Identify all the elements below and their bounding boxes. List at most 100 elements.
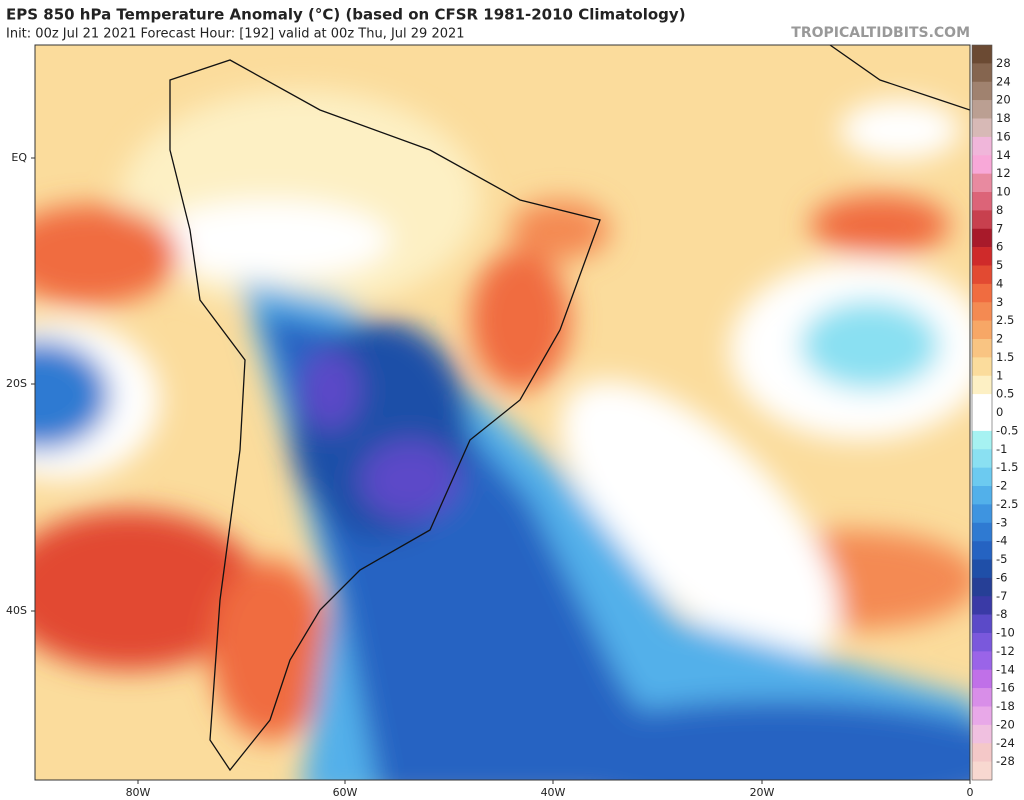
colorbar-swatch — [972, 228, 992, 248]
colorbar-label: 10 — [996, 185, 1011, 199]
axes: 80W 60W 40W 20W 0 EQ 20S 40S — [6, 151, 973, 799]
colorbar-label: 5 — [996, 258, 1003, 272]
colorbar-label: 16 — [996, 129, 1011, 143]
map-frame — [34, 44, 971, 781]
title: EPS 850 hPa Temperature Anomaly (°C) (ba… — [6, 6, 686, 24]
colorbar-swatch — [972, 320, 992, 340]
colorbar-swatch — [972, 486, 992, 505]
colorbar-swatch — [972, 100, 992, 119]
colorbar-swatch — [972, 155, 992, 174]
colorbar-swatch — [972, 577, 992, 597]
colorbar-label: 6 — [996, 240, 1003, 254]
colorbar-swatch — [972, 302, 992, 321]
colorbar-label: 3 — [996, 295, 1003, 309]
colorbar-swatch — [972, 596, 992, 615]
colorbar-label: -8 — [996, 607, 1007, 621]
colorbar-swatch — [972, 430, 992, 450]
colorbar-label: 0.5 — [996, 387, 1014, 401]
lon-label: 60W — [333, 786, 358, 799]
blob — [530, 700, 970, 780]
blob — [35, 340, 110, 450]
blob — [470, 250, 570, 390]
colorbar-swatch — [972, 467, 992, 487]
colorbar-label: -4 — [996, 534, 1007, 548]
colorbar-swatch — [972, 743, 992, 762]
colorbar-swatch — [972, 192, 992, 211]
subtitle: Init: 00z Jul 21 2021 Forecast Hour: [19… — [6, 27, 465, 42]
coastline — [829, 45, 970, 111]
colorbar-label: 1.5 — [996, 350, 1014, 364]
colorbar-label: -3 — [996, 515, 1007, 529]
blob — [800, 300, 940, 390]
colorbar-label: 4 — [996, 276, 1003, 290]
blob — [300, 350, 360, 430]
colorbar-swatch — [972, 45, 992, 64]
colorbar-swatch — [972, 265, 992, 285]
colorbar-label: 14 — [996, 148, 1011, 162]
colorbar-label: 20 — [996, 93, 1011, 107]
colorbar-label: -24 — [996, 736, 1015, 750]
colorbar-label: -5 — [996, 552, 1007, 566]
colorbar-swatch — [972, 522, 992, 542]
map-field — [35, 45, 970, 780]
colorbar-label: 28 — [996, 56, 1011, 70]
colorbar-label: -20 — [996, 717, 1015, 731]
colorbar-label: -1 — [996, 442, 1007, 456]
blob — [35, 510, 260, 670]
colorbar-label: -2 — [996, 479, 1007, 493]
colorbar-swatch — [972, 541, 992, 560]
colorbar: 28 24 20 18 16 14 12 10 8 7 6 5 4 3 2.5 2 1.5 1 0.5 0 -0.5 -1… — [971, 44, 1018, 781]
colorbar-swatch — [972, 63, 992, 83]
lon-label: 0 — [967, 786, 974, 799]
blob — [35, 205, 180, 305]
colorbar-label: 18 — [996, 111, 1011, 125]
colorbar-swatch — [972, 210, 992, 230]
colorbar-label: -16 — [996, 681, 1015, 695]
blob — [210, 560, 330, 740]
colorbar-swatch — [972, 357, 992, 377]
colorbar-label: -14 — [996, 662, 1015, 676]
colorbar-swatch — [972, 118, 992, 138]
colorbar-swatch — [972, 81, 992, 101]
coastline — [169, 59, 601, 772]
colorbar-label: 12 — [996, 166, 1011, 180]
colorbar-swatch — [972, 651, 992, 671]
blob — [150, 200, 390, 280]
colorbar-label: -0.5 — [996, 423, 1018, 437]
blob — [510, 200, 610, 260]
colorbar-swatch — [972, 688, 992, 707]
colorbar-label: -28 — [996, 754, 1015, 768]
lat-label: EQ — [11, 151, 27, 164]
colorbar-swatch — [972, 394, 992, 413]
blob — [360, 440, 460, 520]
colorbar-label: -1.5 — [996, 460, 1018, 474]
lon-label: 80W — [126, 786, 151, 799]
colorbar-label: 8 — [996, 203, 1003, 217]
lon-label: 40W — [541, 786, 566, 799]
colorbar-swatch — [972, 504, 992, 524]
colorbar-label: 24 — [996, 74, 1011, 88]
colorbar-swatch — [972, 339, 992, 358]
colorbar-swatch — [972, 724, 992, 744]
colorbar-swatch — [972, 633, 992, 652]
colorbar-label: 0 — [996, 405, 1003, 419]
colorbar-swatch — [972, 559, 992, 579]
colorbar-swatch — [972, 449, 992, 468]
source: TROPICALTIDBITS.COM — [791, 25, 970, 41]
colorbar-label: -12 — [996, 644, 1015, 658]
colorbar-label: 2.5 — [996, 313, 1014, 327]
colorbar-swatch — [972, 614, 992, 634]
colorbar-frame — [971, 44, 993, 781]
colorbar-label: 2 — [996, 332, 1003, 346]
colorbar-swatch — [972, 283, 992, 303]
blob — [560, 380, 840, 660]
colorbar-label: 7 — [996, 221, 1003, 235]
colorbar-swatch — [972, 761, 992, 781]
colorbar-label: -18 — [996, 699, 1015, 713]
blob — [840, 100, 960, 160]
colorbar-label: -2.5 — [996, 497, 1018, 511]
colorbar-label: 1 — [996, 368, 1003, 382]
colorbar-label: -7 — [996, 589, 1007, 603]
lon-label: 20W — [750, 786, 775, 799]
